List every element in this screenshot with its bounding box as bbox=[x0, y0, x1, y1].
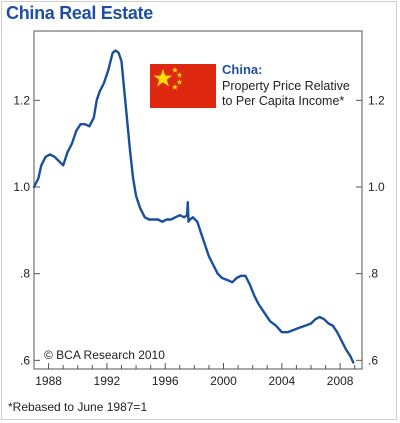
x-axis: 1988 1992 1996 2000 2004 2008 bbox=[33, 363, 356, 388]
y-tick-label-left: .6 bbox=[20, 353, 30, 367]
y-tick-label-right: .6 bbox=[368, 353, 378, 367]
y-tick-label-left: 1.0 bbox=[13, 180, 30, 194]
plot-area bbox=[33, 30, 363, 370]
x-tick-label: 1988 bbox=[35, 374, 62, 388]
chart-title: China Real Estate bbox=[6, 3, 153, 23]
x-tick-label: 1992 bbox=[94, 374, 121, 388]
footnote: *Rebased to June 1987=1 bbox=[8, 400, 148, 414]
legend-title: China: bbox=[222, 62, 262, 77]
legend-line-1: Property Price Relative bbox=[222, 79, 350, 93]
y-axis-right: .6 .8 1.0 1.2 bbox=[356, 93, 385, 367]
y-axis-left: .6 .8 1.0 1.2 bbox=[13, 93, 40, 367]
legend: China: Property Price Relative to Per Ca… bbox=[150, 62, 350, 108]
credit-text: © BCA Research 2010 bbox=[44, 348, 165, 362]
y-tick-label-right: 1.2 bbox=[368, 93, 385, 107]
series-line bbox=[32, 49, 355, 364]
y-tick-label-right: .8 bbox=[368, 267, 378, 281]
y-tick-label-right: 1.0 bbox=[368, 180, 385, 194]
x-tick-label: 1996 bbox=[152, 374, 179, 388]
y-tick-label-left: 1.2 bbox=[13, 93, 30, 107]
y-tick-label-left: .8 bbox=[20, 267, 30, 281]
x-tick-label: 2000 bbox=[210, 374, 237, 388]
x-tick-label: 2008 bbox=[327, 374, 354, 388]
china-flag-icon bbox=[150, 64, 216, 108]
legend-line-2: to Per Capita Income* bbox=[222, 94, 344, 108]
x-tick-label: 2004 bbox=[268, 374, 295, 388]
